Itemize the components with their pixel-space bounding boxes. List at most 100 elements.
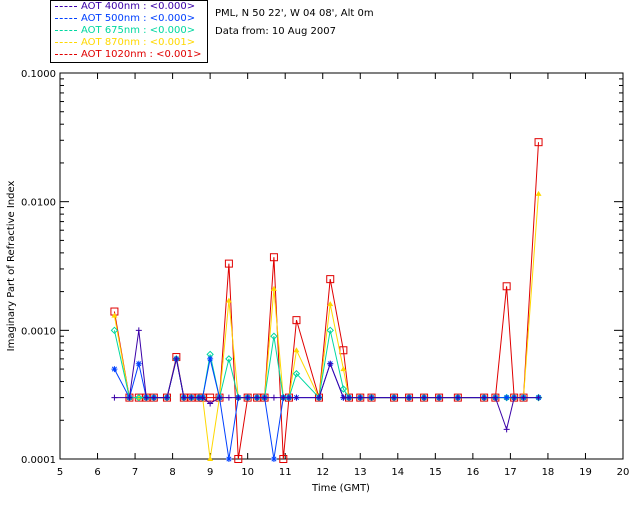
data-point [135, 360, 142, 367]
data-point [481, 394, 488, 401]
y-tick-label: 0.1000 [21, 69, 56, 80]
data-point [292, 316, 301, 325]
data-point [235, 394, 242, 401]
series-3 [111, 190, 542, 461]
data-point [391, 394, 398, 401]
data-point [225, 297, 232, 303]
legend-label: AOT 1020nm : <0.001> [81, 49, 202, 60]
data-point [454, 394, 461, 401]
data-point [492, 394, 499, 401]
x-tick-label: 8 [169, 467, 175, 478]
data-point [188, 394, 195, 401]
data-point [340, 366, 347, 372]
legend-swatch [55, 29, 77, 31]
series-line [114, 330, 539, 432]
data-point [111, 366, 118, 373]
data-point [111, 312, 118, 318]
data-point [436, 394, 443, 401]
data-point [534, 138, 543, 147]
legend: AOT 400nm : <0.000> AOT 500nm : <0.000> … [50, 0, 208, 63]
data-point [261, 394, 268, 401]
x-tick-label: 9 [207, 467, 213, 478]
series-0 [111, 327, 542, 433]
data-point [216, 394, 223, 401]
x-tick-label: 15 [429, 467, 442, 478]
data-point [292, 370, 301, 378]
data-point [111, 394, 118, 401]
legend-item: AOT 1020nm : <0.001> [55, 49, 201, 61]
site-info: PML, N 50 22', W 04 08', Alt 0m [215, 8, 374, 19]
data-point [503, 426, 510, 433]
legend-label: AOT 400nm : <0.000> [81, 1, 196, 12]
legend-swatch [55, 5, 77, 7]
x-tick-label: 11 [279, 467, 292, 478]
x-tick-label: 14 [391, 467, 404, 478]
data-point [135, 393, 143, 402]
data-point [225, 355, 233, 363]
data-point [207, 456, 214, 461]
data-point [327, 360, 334, 367]
data-point [270, 285, 277, 291]
legend-label: AOT 675nm : <0.000> [81, 25, 196, 36]
data-point [279, 455, 288, 463]
y-tick-label: 0.0100 [21, 198, 56, 209]
data-point [270, 332, 278, 340]
plot-frame [59, 72, 624, 460]
data-point [326, 275, 335, 284]
data-point [225, 456, 232, 462]
data-point [406, 394, 413, 401]
data-point [270, 394, 277, 401]
data-point [224, 259, 233, 268]
legend-swatch [55, 53, 77, 55]
x-tick-label: 6 [94, 467, 100, 478]
data-point [135, 327, 142, 334]
legend-item: AOT 500nm : <0.000> [55, 13, 195, 25]
x-tick-label: 13 [354, 467, 367, 478]
data-point [511, 394, 518, 401]
data-point [368, 394, 375, 401]
series-line [113, 142, 539, 460]
x-tick-label: 10 [241, 467, 254, 478]
data-point [502, 282, 511, 291]
date-info: Data from: 10 Aug 2007 [215, 26, 336, 37]
data-point [327, 301, 334, 307]
data-point [293, 347, 300, 353]
x-tick-label: 12 [316, 467, 329, 478]
x-tick-label: 17 [504, 467, 517, 478]
data-point [207, 400, 214, 407]
data-point [339, 385, 348, 393]
x-tick-label: 5 [57, 467, 63, 478]
data-point [163, 394, 170, 401]
y-axis-label: Imaginary Part of Refractive Index [6, 181, 17, 352]
data-point [280, 394, 287, 401]
series-layer [110, 138, 543, 463]
x-tick-label: 19 [579, 467, 592, 478]
data-point [244, 394, 251, 401]
data-point [234, 455, 243, 463]
data-point [346, 394, 353, 401]
legend-label: AOT 870nm : <0.001> [81, 37, 196, 48]
x-tick-label: 7 [132, 467, 138, 478]
data-point [126, 394, 133, 401]
x-axis-label: Time (GMT) [311, 483, 370, 494]
series-line [113, 193, 539, 460]
y-axis: 0.0001 0.0010 0.0100 0.1000 [21, 69, 623, 466]
data-point [180, 394, 187, 401]
data-point [535, 394, 542, 401]
legend-item: AOT 675nm : <0.000> [55, 25, 195, 37]
data-point [207, 355, 214, 362]
data-point [357, 394, 364, 401]
data-point [225, 394, 232, 401]
data-point [293, 394, 300, 401]
data-point [535, 190, 542, 196]
data-point [315, 394, 322, 401]
legend-item: AOT 870nm : <0.001> [55, 37, 195, 49]
series-4 [110, 138, 543, 463]
data-point [199, 394, 206, 401]
data-point [270, 456, 277, 462]
y-tick-label: 0.0010 [21, 326, 56, 337]
x-tick-label: 16 [466, 467, 479, 478]
data-point [143, 394, 150, 401]
data-point [520, 394, 527, 401]
